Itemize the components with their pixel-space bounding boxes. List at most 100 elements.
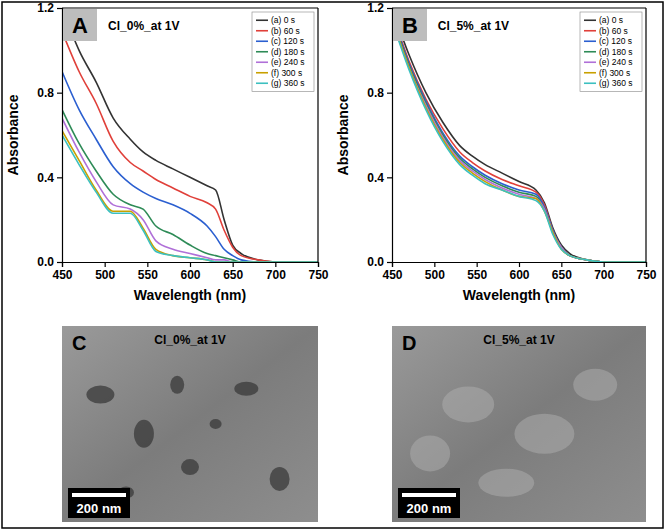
legend-swatch [256, 51, 268, 53]
x-tick-label: 650 [223, 268, 243, 282]
legend-swatch [584, 19, 596, 21]
y-tick-mark [387, 8, 392, 9]
sem-feature [234, 382, 258, 396]
y-axis-title: Absorbance [5, 94, 21, 175]
y-tick-mark [387, 262, 392, 263]
y-tick-label: 0.8 [37, 86, 54, 100]
sem-texture [86, 376, 289, 499]
sem-feature [478, 469, 534, 497]
legend-swatch [256, 61, 268, 63]
sem-image [392, 326, 646, 522]
legend-swatch [256, 40, 268, 42]
x-tick-label: 600 [180, 268, 200, 282]
x-tick-label: 550 [138, 268, 158, 282]
y-tick: 0.0 [37, 255, 62, 269]
panel-label: B [402, 13, 418, 38]
image-panel: DCl_5%_at 1V200 nm [392, 326, 646, 522]
legend-label: (e) 240 s [599, 57, 633, 67]
y-tick-mark [387, 93, 392, 94]
figure: 450 500 550 600 650 700 750 0.0 0.4 0.8 1.2 Wavelen… [0, 0, 665, 530]
x-tick-label: 700 [594, 268, 614, 282]
series-line [392, 16, 646, 262]
y-tick: 1.2 [37, 1, 62, 15]
x-tick: 700 [594, 262, 614, 282]
chart-title: Cl_5%_at 1V [438, 19, 509, 33]
x-tick-mark [147, 262, 148, 267]
x-tick: 650 [223, 262, 243, 282]
legend-swatch [584, 61, 596, 63]
sem-feature [86, 386, 114, 404]
legend-label: (f) 300 s [271, 68, 302, 78]
scale-bar: 200 nm [398, 488, 460, 518]
y-axis: 0.0 0.4 0.8 1.2 [37, 1, 62, 269]
y-tick: 1.2 [367, 1, 392, 15]
legend: (a) 0 s(b) 60 s(c) 120 s(d) 180 s(e) 240… [252, 12, 314, 92]
x-tick-mark [318, 262, 319, 267]
x-tick: 500 [95, 262, 115, 282]
legend-swatch [256, 30, 268, 32]
panel-label-box [63, 9, 97, 41]
x-tick-mark [105, 262, 106, 267]
scale-bar-box [68, 488, 130, 518]
y-tick: 0.8 [367, 86, 392, 100]
series-line [62, 72, 318, 263]
scale-bar-label: 200 nm [407, 501, 452, 516]
legend-swatch [584, 40, 596, 42]
legend-swatch [584, 72, 596, 74]
x-tick: 600 [509, 262, 529, 282]
y-tick-label: 0.0 [37, 255, 54, 269]
chart-panel: 4505005506006507007500.00.40.81.2Wavelen… [5, 1, 329, 303]
x-tick-label: 750 [636, 268, 656, 282]
legend-label: (c) 120 s [271, 36, 304, 46]
y-tick: 0.8 [37, 86, 62, 100]
x-tick-mark [604, 262, 605, 267]
y-tick-label: 0.8 [367, 86, 384, 100]
x-tick: 650 [552, 262, 572, 282]
y-tick: 0.4 [37, 171, 62, 185]
x-axis-line [393, 263, 647, 268]
image-title: Cl_0%_at 1V [154, 333, 225, 347]
y-tick-label: 0.4 [367, 171, 384, 185]
y-tick-mark [387, 177, 392, 178]
legend-label: (c) 120 s [599, 36, 632, 46]
legend-label: (g) 360 s [271, 78, 305, 88]
x-tick-mark [275, 262, 276, 267]
x-tick-label: 450 [382, 268, 402, 282]
scale-bar-label: 200 nm [77, 501, 122, 516]
plot-area [392, 8, 646, 262]
series-line [392, 12, 646, 262]
y-tick-label: 0.4 [37, 171, 54, 185]
x-tick-label: 500 [95, 268, 115, 282]
x-tick: 550 [467, 262, 487, 282]
sem-feature [442, 386, 494, 422]
y-tick-label: 0.0 [367, 255, 384, 269]
x-tick-label: 650 [552, 268, 572, 282]
legend-box [252, 12, 314, 92]
legend-swatch [584, 51, 596, 53]
legend-label: (f) 300 s [599, 68, 630, 78]
scale-bar-line [402, 493, 456, 497]
x-tick: 600 [180, 262, 200, 282]
series-line [392, 14, 646, 262]
plot-frame [392, 7, 646, 8]
x-tick-label: 500 [425, 268, 445, 282]
x-tick: 450 [382, 262, 402, 282]
sem-image [62, 326, 318, 522]
chart-panel: 450 500 550 600 650 700 750 0.0 0.4 0.8 1.2 Wavelen… [335, 1, 657, 303]
legend-label: (e) 240 s [271, 57, 305, 67]
y-tick-mark [57, 93, 62, 94]
series-line [392, 21, 646, 262]
y-tick-label: 1.2 [367, 1, 384, 15]
series-line [392, 19, 646, 262]
x-tick-mark [190, 262, 191, 267]
panel-label: C [72, 332, 86, 354]
x-tick-label: 700 [266, 268, 286, 282]
x-axis-line [63, 263, 319, 268]
scale-bar: 200 nm [68, 488, 130, 518]
x-tick-mark [646, 262, 647, 267]
x-axis: 450 500 550 600 650 700 750 [382, 262, 656, 282]
x-tick-label: 450 [52, 268, 72, 282]
x-axis: 450500550600650700750 [52, 262, 328, 282]
x-axis-title: Wavelength (nm) [463, 287, 575, 303]
x-tick-label: 550 [467, 268, 487, 282]
